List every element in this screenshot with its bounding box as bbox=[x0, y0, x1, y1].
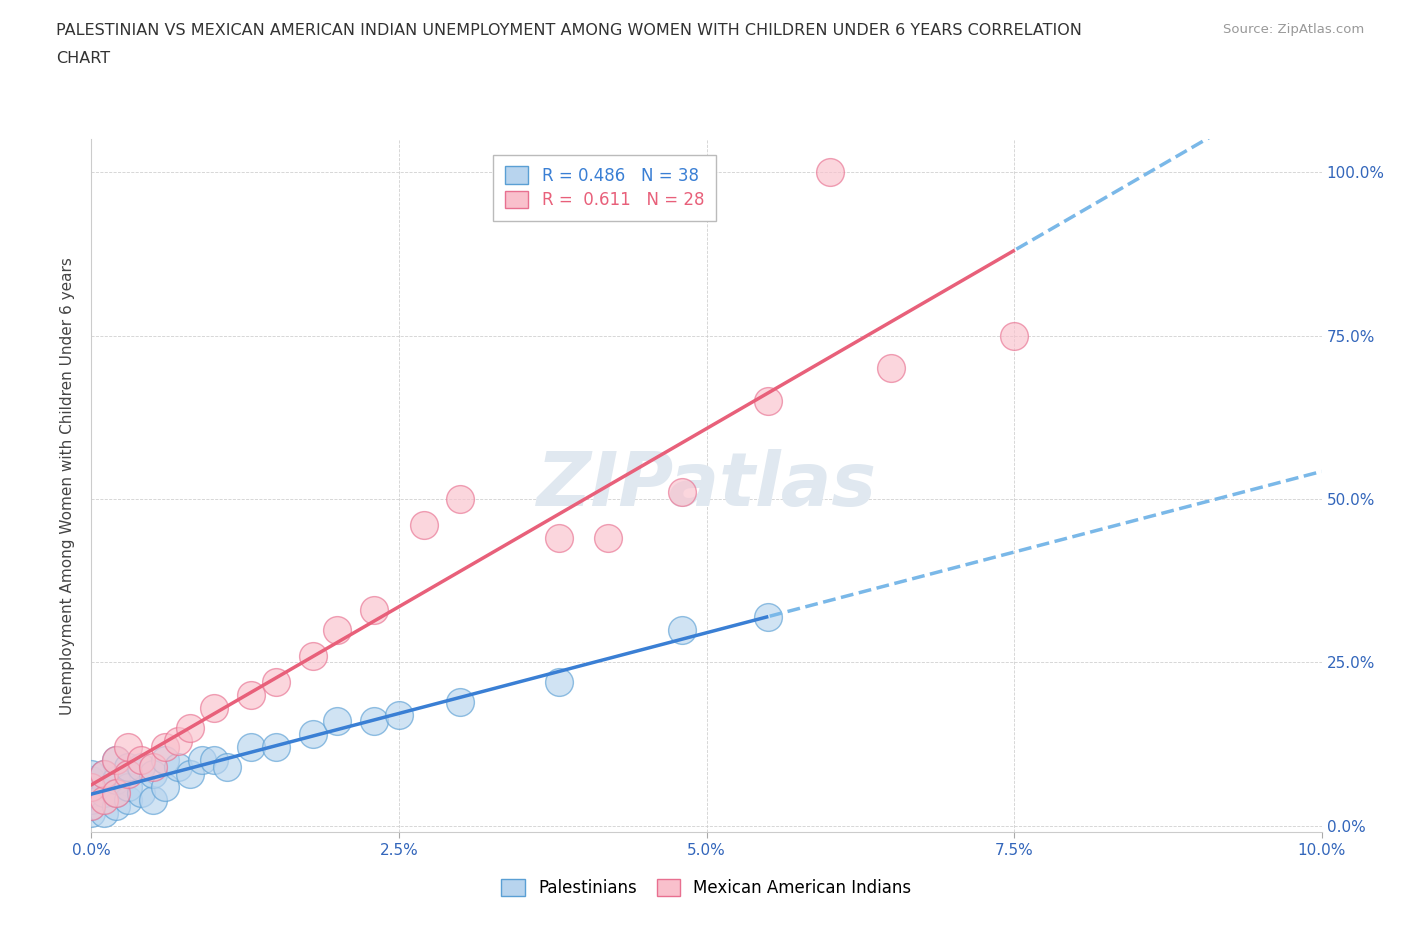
Point bbox=[240, 687, 263, 702]
Point bbox=[117, 766, 139, 781]
Text: ZIPatlas: ZIPatlas bbox=[537, 449, 876, 523]
Point bbox=[202, 753, 225, 768]
Point bbox=[80, 779, 103, 794]
Point bbox=[191, 753, 214, 768]
Point bbox=[80, 779, 103, 794]
Point bbox=[93, 792, 115, 807]
Point bbox=[671, 485, 693, 500]
Point bbox=[326, 714, 349, 729]
Point bbox=[326, 622, 349, 637]
Point bbox=[818, 165, 841, 179]
Point bbox=[412, 518, 434, 533]
Point bbox=[153, 740, 177, 755]
Point bbox=[301, 648, 323, 663]
Legend: Palestinians, Mexican American Indians: Palestinians, Mexican American Indians bbox=[495, 872, 918, 904]
Point bbox=[80, 805, 103, 820]
Point bbox=[117, 740, 139, 755]
Point bbox=[756, 393, 779, 408]
Point bbox=[117, 760, 139, 775]
Point bbox=[93, 766, 115, 781]
Point bbox=[363, 603, 385, 618]
Point bbox=[117, 779, 139, 794]
Point bbox=[93, 805, 115, 820]
Point bbox=[153, 753, 177, 768]
Point bbox=[117, 792, 139, 807]
Point bbox=[388, 707, 411, 722]
Point bbox=[93, 766, 115, 781]
Text: Source: ZipAtlas.com: Source: ZipAtlas.com bbox=[1223, 23, 1364, 36]
Point bbox=[301, 727, 323, 742]
Point bbox=[129, 760, 152, 775]
Point bbox=[80, 786, 103, 801]
Point bbox=[547, 674, 569, 689]
Point bbox=[142, 792, 165, 807]
Point bbox=[80, 792, 103, 807]
Point bbox=[142, 766, 165, 781]
Point bbox=[202, 700, 225, 715]
Point bbox=[129, 786, 152, 801]
Text: PALESTINIAN VS MEXICAN AMERICAN INDIAN UNEMPLOYMENT AMONG WOMEN WITH CHILDREN UN: PALESTINIAN VS MEXICAN AMERICAN INDIAN U… bbox=[56, 23, 1083, 38]
Point bbox=[142, 760, 165, 775]
Point bbox=[93, 786, 115, 801]
Point bbox=[596, 531, 619, 546]
Point bbox=[80, 799, 103, 814]
Point bbox=[240, 740, 263, 755]
Point bbox=[105, 773, 127, 788]
Point bbox=[179, 766, 201, 781]
Text: CHART: CHART bbox=[56, 51, 110, 66]
Point bbox=[80, 766, 103, 781]
Point bbox=[105, 786, 127, 801]
Point bbox=[80, 773, 103, 788]
Point bbox=[105, 753, 127, 768]
Point bbox=[756, 609, 779, 624]
Point bbox=[105, 753, 127, 768]
Point bbox=[264, 674, 287, 689]
Point bbox=[166, 760, 188, 775]
Point bbox=[105, 799, 127, 814]
Point bbox=[215, 760, 238, 775]
Point bbox=[547, 531, 569, 546]
Point bbox=[449, 492, 471, 507]
Point bbox=[1002, 328, 1025, 343]
Point bbox=[166, 734, 188, 749]
Point bbox=[80, 799, 103, 814]
Point bbox=[363, 714, 385, 729]
Point bbox=[105, 786, 127, 801]
Point bbox=[880, 361, 903, 376]
Point bbox=[129, 753, 152, 768]
Point bbox=[449, 694, 471, 709]
Point bbox=[179, 721, 201, 736]
Point bbox=[153, 779, 177, 794]
Point bbox=[671, 622, 693, 637]
Y-axis label: Unemployment Among Women with Children Under 6 years: Unemployment Among Women with Children U… bbox=[60, 257, 76, 715]
Point bbox=[264, 740, 287, 755]
